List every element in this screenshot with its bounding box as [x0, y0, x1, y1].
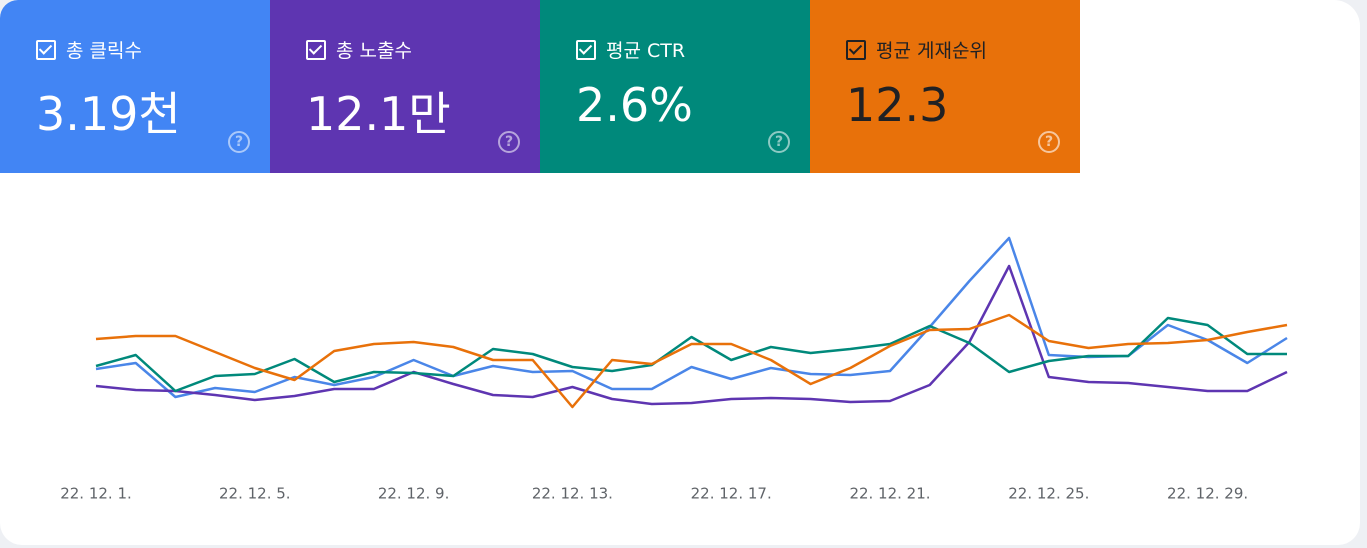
metric-label: 평균 게재순위: [846, 36, 987, 63]
help-icon[interactable]: ?: [1038, 131, 1060, 153]
series-line: [95, 316, 1287, 393]
series-line: [95, 264, 1288, 406]
x-tick-label: 22. 12. 5.: [219, 485, 291, 503]
metric-tile[interactable]: 총 노출수 12.1만?: [270, 0, 540, 173]
x-tick-label: 22. 12. 13.: [532, 485, 613, 503]
metric-label: 총 클릭수: [36, 36, 142, 63]
metric-value: 3.19천: [36, 87, 181, 141]
metric-name: 평균 CTR: [606, 40, 686, 62]
metric-label: 총 노출수: [306, 36, 412, 63]
help-icon[interactable]: ?: [768, 131, 790, 153]
checkbox[interactable]: [306, 39, 326, 60]
metric-tile[interactable]: 평균 CTR 2.6%?: [540, 0, 810, 173]
metric-label: 평균 CTR: [576, 36, 685, 63]
metric-value: 2.6%: [576, 78, 693, 132]
x-tick-label: 22. 12. 25.: [1008, 485, 1089, 503]
x-tick-label: 22. 12. 21.: [849, 485, 930, 503]
x-tick-label: 22. 12. 17.: [691, 485, 772, 503]
metric-value: 12.3: [846, 78, 949, 132]
metric-tile[interactable]: 총 클릭수 3.19천?: [0, 0, 270, 173]
series-line: [95, 313, 1288, 409]
metric-tile[interactable]: 평균 게재순위 12.3?: [810, 0, 1080, 173]
checkbox[interactable]: [846, 39, 866, 60]
x-tick-label: 22. 12. 9.: [378, 485, 450, 503]
help-icon[interactable]: ?: [498, 131, 520, 153]
metric-name: 총 노출수: [336, 40, 412, 62]
checkbox[interactable]: [36, 39, 56, 60]
checkbox[interactable]: [576, 39, 596, 60]
x-tick-label: 22. 12. 1.: [60, 485, 132, 503]
metric-value: 12.1만: [306, 87, 451, 141]
help-icon[interactable]: ?: [228, 131, 250, 153]
metric-name: 평균 게재순위: [876, 40, 987, 62]
x-tick-label: 22. 12. 29.: [1167, 485, 1248, 503]
metric-name: 총 클릭수: [66, 40, 142, 62]
